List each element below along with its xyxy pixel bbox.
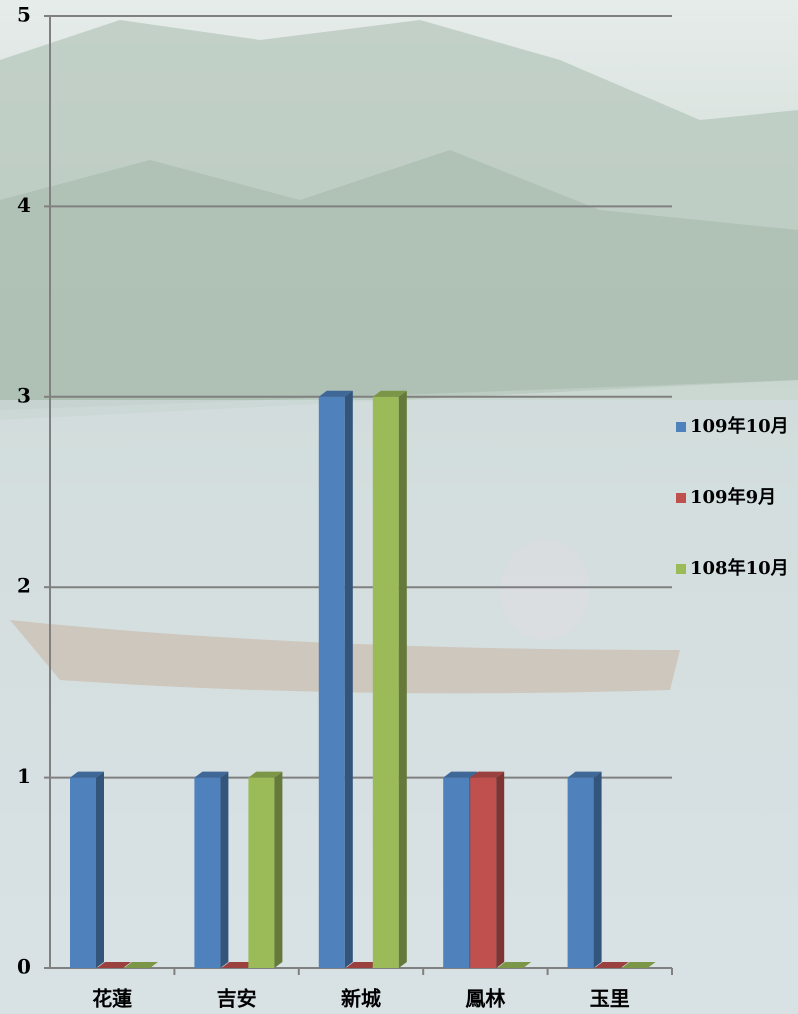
bar <box>248 777 275 968</box>
bar <box>194 777 221 968</box>
bar-side <box>496 771 505 968</box>
y-tick-label: 3 <box>17 383 31 407</box>
bar-top <box>221 962 256 968</box>
x-tick-label: 新城 <box>341 987 381 1011</box>
y-tick-label: 4 <box>17 193 31 217</box>
bar <box>70 777 96 968</box>
bar <box>443 777 470 968</box>
bar-top <box>470 771 505 778</box>
bar-side <box>593 771 602 968</box>
bar-side <box>344 390 353 968</box>
bar-top <box>567 771 602 778</box>
y-tick-label: 5 <box>17 3 31 27</box>
bar-top <box>124 962 158 968</box>
bar-side <box>220 771 229 968</box>
y-tick-label: 0 <box>17 955 31 979</box>
legend-label: 109年10月 <box>690 415 789 437</box>
legend-label: 108年10月 <box>690 557 789 579</box>
bar-top <box>194 771 229 778</box>
x-tick-label: 鳳林 <box>465 987 505 1011</box>
x-tick-label: 花蓮 <box>92 987 132 1011</box>
bar <box>470 777 497 968</box>
bar-top <box>497 962 532 968</box>
bar-top <box>594 962 629 968</box>
legend-label: 109年9月 <box>690 486 776 508</box>
legend-swatch <box>676 493 686 503</box>
bar-top <box>443 771 478 778</box>
bar <box>567 777 594 968</box>
x-tick-label: 玉里 <box>590 987 630 1011</box>
y-tick-label: 2 <box>17 574 31 598</box>
legend-swatch <box>676 422 686 432</box>
bar <box>318 396 345 968</box>
bar-top <box>70 771 104 778</box>
bar-top <box>248 771 283 778</box>
bar-side <box>96 771 104 968</box>
bar <box>372 396 399 968</box>
legend-swatch <box>676 564 686 574</box>
bar-top <box>372 390 407 397</box>
bar-top <box>345 962 380 968</box>
bar-top <box>97 962 131 968</box>
x-tick-label: 吉安 <box>217 987 257 1011</box>
bar-side <box>274 771 283 968</box>
y-tick-label: 1 <box>17 764 31 788</box>
bar-top <box>621 962 656 968</box>
bar-top <box>318 390 353 397</box>
bar-side <box>398 390 407 968</box>
